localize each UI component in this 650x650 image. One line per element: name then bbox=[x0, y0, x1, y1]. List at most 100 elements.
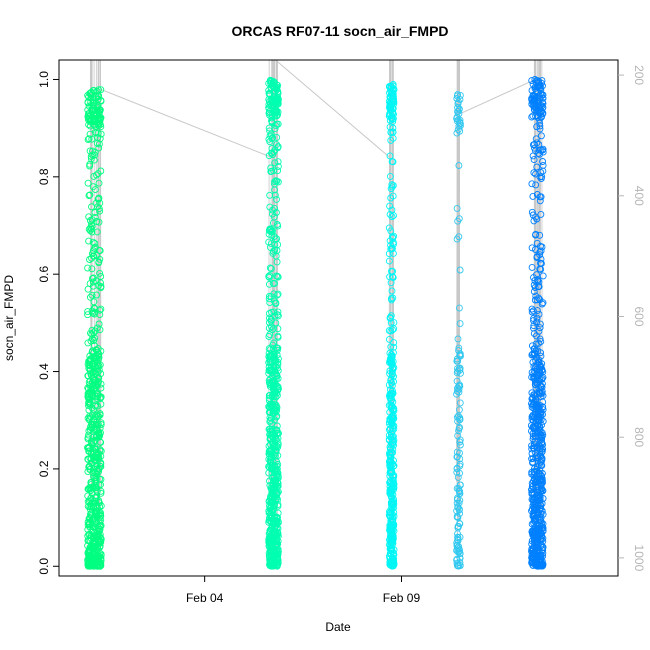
data-point bbox=[539, 146, 546, 154]
data-point bbox=[529, 552, 537, 560]
data-point bbox=[86, 545, 94, 553]
data-point bbox=[87, 487, 95, 494]
data-point bbox=[528, 244, 536, 252]
data-point bbox=[84, 113, 92, 120]
data-point bbox=[268, 77, 276, 85]
data-point bbox=[390, 425, 398, 433]
data-point bbox=[92, 449, 100, 456]
data-point bbox=[531, 523, 539, 531]
y-tick-label: 0.4 bbox=[37, 363, 51, 380]
data-point bbox=[388, 382, 396, 390]
data-point bbox=[97, 167, 105, 175]
data-point bbox=[86, 515, 94, 523]
data-point bbox=[271, 532, 279, 540]
data-point bbox=[453, 541, 461, 549]
trace-connector bbox=[275, 59, 391, 158]
data-point bbox=[86, 160, 94, 168]
data-point bbox=[265, 552, 273, 560]
data-point bbox=[454, 100, 462, 108]
data-point bbox=[267, 228, 275, 236]
data-point bbox=[86, 381, 94, 389]
data-point bbox=[84, 562, 92, 570]
right-tick-label: 200 bbox=[632, 65, 646, 85]
data-point bbox=[95, 320, 103, 328]
data-point bbox=[271, 405, 279, 412]
data-point bbox=[530, 475, 538, 483]
data-point bbox=[267, 548, 275, 556]
data-point bbox=[88, 335, 96, 343]
data-point bbox=[386, 202, 394, 210]
data-point bbox=[93, 291, 101, 299]
data-point bbox=[89, 274, 97, 282]
data-point bbox=[455, 562, 463, 570]
data-point bbox=[88, 275, 96, 283]
data-point bbox=[386, 210, 394, 218]
data-point bbox=[89, 503, 97, 511]
data-point bbox=[532, 231, 539, 239]
data-point bbox=[530, 169, 538, 177]
data-point bbox=[389, 481, 397, 489]
data-point bbox=[387, 194, 395, 202]
data-point bbox=[266, 191, 274, 199]
data-point bbox=[532, 213, 540, 221]
data-point bbox=[453, 365, 461, 373]
data-point bbox=[533, 191, 541, 198]
data-point bbox=[97, 516, 105, 524]
data-point bbox=[274, 474, 282, 482]
data-point bbox=[534, 88, 541, 96]
data-point bbox=[387, 185, 395, 193]
data-point bbox=[88, 490, 96, 498]
data-point bbox=[84, 106, 92, 114]
data-point bbox=[532, 396, 539, 404]
data-point bbox=[528, 442, 536, 450]
data-point bbox=[389, 294, 397, 302]
data-point bbox=[97, 559, 105, 567]
data-point bbox=[536, 443, 544, 451]
data-point bbox=[272, 363, 280, 371]
data-point bbox=[88, 265, 96, 273]
data-point bbox=[385, 224, 393, 232]
data-point bbox=[386, 85, 394, 92]
data-point bbox=[532, 332, 540, 340]
data-point bbox=[270, 502, 277, 510]
data-point bbox=[453, 555, 461, 563]
data-point bbox=[535, 283, 543, 291]
data-point bbox=[453, 468, 461, 476]
data-point bbox=[538, 561, 546, 569]
data-point bbox=[536, 320, 544, 328]
data-point bbox=[535, 513, 543, 521]
data-point bbox=[386, 426, 393, 434]
data-point bbox=[388, 557, 396, 565]
data-point bbox=[272, 209, 280, 216]
data-point bbox=[456, 550, 464, 558]
data-point bbox=[389, 562, 397, 570]
y-tick-label: 0.2 bbox=[37, 460, 51, 477]
data-point bbox=[454, 453, 461, 461]
data-point bbox=[271, 159, 279, 167]
data-point bbox=[539, 417, 547, 425]
data-point bbox=[85, 225, 93, 233]
data-point bbox=[273, 471, 281, 479]
data-point bbox=[536, 492, 543, 500]
data-point bbox=[88, 291, 96, 299]
data-point bbox=[386, 314, 394, 322]
data-point bbox=[454, 384, 462, 392]
data-point bbox=[93, 324, 101, 332]
data-point bbox=[390, 343, 398, 351]
data-point bbox=[456, 487, 463, 495]
data-point bbox=[530, 468, 538, 475]
data-point bbox=[387, 425, 394, 433]
data-point bbox=[274, 361, 282, 369]
trace-connector bbox=[100, 88, 272, 158]
data-point bbox=[539, 486, 547, 494]
data-point bbox=[273, 491, 281, 499]
data-point bbox=[389, 557, 396, 565]
data-point bbox=[389, 445, 397, 453]
data-point bbox=[91, 469, 99, 477]
data-point bbox=[92, 421, 100, 429]
data-point bbox=[532, 404, 540, 412]
data-point bbox=[387, 397, 395, 405]
y-axis: 0.0 0.2 0.4 0.6 0.8 1.0 bbox=[37, 71, 60, 575]
data-point bbox=[274, 273, 282, 281]
